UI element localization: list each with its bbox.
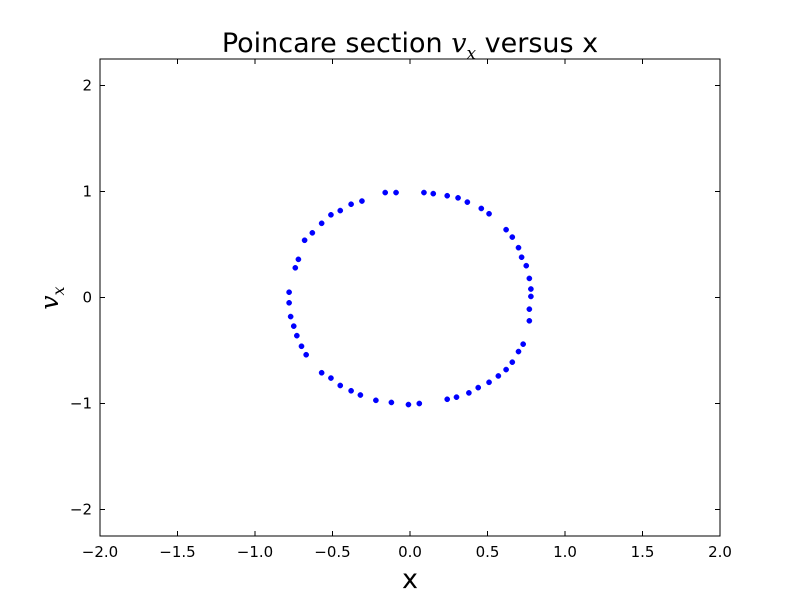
data-point <box>444 396 451 403</box>
data-point <box>337 382 344 389</box>
data-point <box>318 220 325 227</box>
x-tick-label: 1.0 <box>553 543 577 561</box>
data-point <box>373 397 379 404</box>
data-point <box>430 190 437 197</box>
data-point <box>292 264 299 271</box>
data-point <box>464 199 471 205</box>
data-point <box>328 211 334 218</box>
data-point <box>405 401 412 408</box>
data-point <box>357 392 364 398</box>
y-tick-label: 0 <box>82 289 92 307</box>
x-tick-label: 2.0 <box>708 543 732 561</box>
data-point <box>286 289 292 296</box>
data-point <box>388 399 395 406</box>
y-axis-label-base: v <box>35 295 64 309</box>
data-point <box>290 323 297 329</box>
data-point <box>466 390 472 396</box>
y-tick-label: −2 <box>70 501 92 519</box>
x-tick-label: −1.0 <box>237 543 273 561</box>
x-tick-label: −0.5 <box>314 543 350 561</box>
data-point <box>475 384 482 391</box>
x-tick-label: 1.5 <box>631 543 655 561</box>
data-point <box>298 343 305 350</box>
data-point <box>337 207 344 214</box>
data-point <box>287 313 294 320</box>
x-tick-label: −2.0 <box>82 543 118 561</box>
chart-title-math: v <box>451 28 466 59</box>
y-tick-label: 2 <box>82 77 92 95</box>
data-point <box>528 293 534 300</box>
data-point <box>509 359 516 366</box>
y-axis-label-sub: x <box>49 286 68 295</box>
data-point <box>518 254 525 261</box>
data-point <box>301 237 308 244</box>
data-point <box>421 189 427 196</box>
data-point <box>444 192 451 199</box>
chart-title: Poincare section vx versus x <box>222 28 598 64</box>
y-tick-label: 1 <box>82 183 92 201</box>
data-point <box>523 262 530 269</box>
plot-area <box>100 59 720 536</box>
data-point <box>303 351 309 358</box>
y-axis-label: vx <box>35 286 68 309</box>
data-point <box>509 234 516 240</box>
x-tick-label: 0.5 <box>476 543 500 561</box>
x-tick-label: 0.0 <box>398 543 422 561</box>
data-point <box>478 205 485 212</box>
data-point <box>515 348 522 355</box>
x-tick-labels: −2.0 −1.5 −1.0 −0.5 0.0 0.5 1.0 1.5 2.0 <box>82 543 732 561</box>
data-point <box>526 275 533 282</box>
data-point <box>286 299 292 306</box>
x-tick-label: −1.5 <box>159 543 195 561</box>
data-point <box>294 332 300 339</box>
data-point <box>515 244 522 251</box>
data-point <box>348 201 354 208</box>
data-point <box>520 341 527 347</box>
data-point <box>495 373 502 379</box>
y-tick-label: −1 <box>70 395 92 413</box>
data-point <box>382 189 389 196</box>
data-point <box>328 375 334 381</box>
data-point <box>503 226 509 233</box>
data-point <box>295 256 302 263</box>
data-point <box>503 366 509 373</box>
y-tick-labels: −2 −1 0 1 2 <box>70 77 92 519</box>
chart-title-suffix: versus x <box>476 28 598 59</box>
plot-frame <box>99 58 721 537</box>
data-point <box>416 400 423 407</box>
data-point <box>486 210 492 217</box>
data-point <box>359 198 365 204</box>
data-point <box>309 229 316 236</box>
data-point <box>526 317 533 324</box>
scatter-points <box>286 189 534 408</box>
data-point <box>526 306 533 313</box>
x-axis-label: x <box>402 564 418 595</box>
data-point <box>528 286 534 292</box>
data-point <box>318 369 325 376</box>
chart-title-prefix: Poincare section <box>222 28 451 59</box>
data-point <box>455 195 461 201</box>
chart-title-math-sub: x <box>466 44 476 64</box>
data-point <box>453 394 460 400</box>
data-point <box>393 189 399 196</box>
data-point <box>486 379 492 386</box>
data-point <box>348 387 354 394</box>
